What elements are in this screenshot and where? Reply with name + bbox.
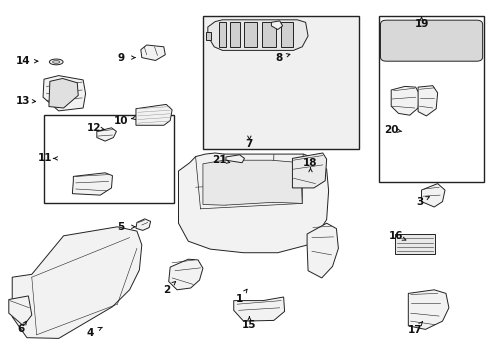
Polygon shape xyxy=(271,21,282,30)
Polygon shape xyxy=(229,22,239,47)
Text: 8: 8 xyxy=(275,53,282,63)
Text: 18: 18 xyxy=(303,158,317,168)
Text: 2: 2 xyxy=(163,285,169,295)
Polygon shape xyxy=(407,290,448,329)
Text: 14: 14 xyxy=(16,56,31,66)
Polygon shape xyxy=(281,22,293,47)
Polygon shape xyxy=(178,153,328,253)
Text: 1: 1 xyxy=(236,294,243,304)
Polygon shape xyxy=(49,78,78,108)
Polygon shape xyxy=(390,86,419,115)
FancyBboxPatch shape xyxy=(380,20,482,61)
Bar xyxy=(394,234,434,254)
Ellipse shape xyxy=(49,59,63,65)
Text: 20: 20 xyxy=(383,125,398,135)
Text: 4: 4 xyxy=(86,328,94,338)
Polygon shape xyxy=(168,259,203,290)
Polygon shape xyxy=(207,20,307,50)
Polygon shape xyxy=(136,219,150,230)
Text: 17: 17 xyxy=(407,325,421,336)
Text: 6: 6 xyxy=(18,324,24,334)
Text: 9: 9 xyxy=(118,53,124,63)
Polygon shape xyxy=(97,128,116,141)
Polygon shape xyxy=(9,296,32,326)
Polygon shape xyxy=(72,173,112,195)
Polygon shape xyxy=(292,153,326,188)
Text: 5: 5 xyxy=(118,222,124,232)
Text: 12: 12 xyxy=(86,123,101,133)
Polygon shape xyxy=(243,22,256,47)
Polygon shape xyxy=(206,32,211,40)
Ellipse shape xyxy=(53,60,60,63)
Polygon shape xyxy=(141,45,165,60)
Text: 15: 15 xyxy=(242,320,256,330)
Polygon shape xyxy=(306,223,338,278)
Bar xyxy=(44,115,173,203)
Polygon shape xyxy=(417,86,437,116)
Polygon shape xyxy=(225,155,244,163)
Polygon shape xyxy=(261,22,276,47)
Text: 3: 3 xyxy=(415,197,422,207)
Polygon shape xyxy=(421,184,444,207)
Polygon shape xyxy=(203,160,302,205)
Polygon shape xyxy=(12,227,142,338)
Text: 11: 11 xyxy=(38,153,53,163)
Text: 7: 7 xyxy=(245,139,253,149)
Bar xyxy=(203,16,359,149)
Polygon shape xyxy=(136,104,172,125)
Polygon shape xyxy=(233,297,284,321)
Bar xyxy=(378,16,483,182)
Text: 19: 19 xyxy=(413,19,428,30)
Polygon shape xyxy=(43,76,85,111)
Polygon shape xyxy=(219,22,225,47)
Text: 21: 21 xyxy=(211,155,226,165)
Text: 13: 13 xyxy=(16,96,31,106)
Text: 10: 10 xyxy=(114,116,128,126)
Text: 16: 16 xyxy=(388,231,403,241)
